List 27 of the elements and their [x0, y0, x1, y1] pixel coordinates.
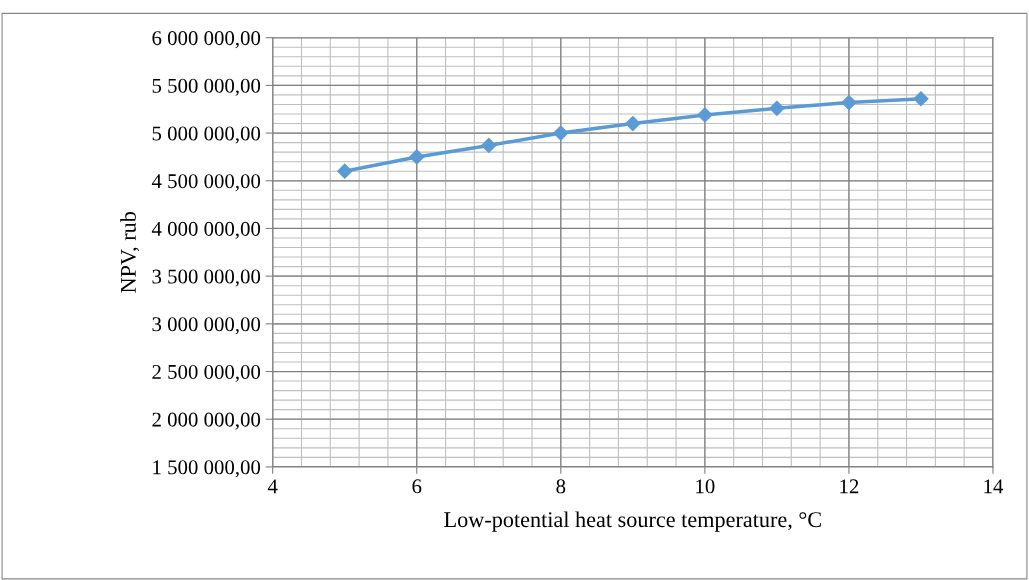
y-tick-label: 3 500 000,00	[152, 269, 261, 287]
point	[697, 107, 713, 123]
x-tick-label: 8	[556, 479, 566, 494]
x-axis-title: Low-potential heat source temperature, °C	[444, 511, 821, 532]
y-tick-label: 4 000 000,00	[151, 221, 261, 239]
y-tick-label: 4 500 000,00	[151, 174, 261, 192]
point	[337, 163, 353, 179]
y-axis-title: NPV, rub	[120, 211, 140, 293]
x-tick-label: 12	[840, 479, 859, 494]
point	[841, 94, 857, 111]
y-tick-label: 5 000 000,00	[152, 126, 261, 144]
point	[553, 125, 569, 141]
point	[625, 115, 641, 132]
y-tick-label: 2 500 000,00	[152, 364, 261, 382]
y-tick-label: 2 000 000,00	[152, 412, 261, 430]
point	[409, 149, 425, 165]
x-tick-label: 14	[984, 479, 1004, 494]
point	[769, 100, 785, 116]
x-tick-label: 10	[696, 479, 715, 494]
point	[913, 91, 929, 107]
y-tick-label: 3 000 000,00	[152, 317, 261, 335]
x-tick-label: 6	[412, 479, 422, 494]
y-tick-label: 5 500 000,00	[152, 78, 261, 96]
x-tick-label: 4	[267, 479, 278, 494]
y-tick-label: 6 000 000,00	[152, 31, 261, 49]
y-tick-label: 1 500 000,00	[153, 460, 261, 478]
point	[481, 137, 497, 154]
